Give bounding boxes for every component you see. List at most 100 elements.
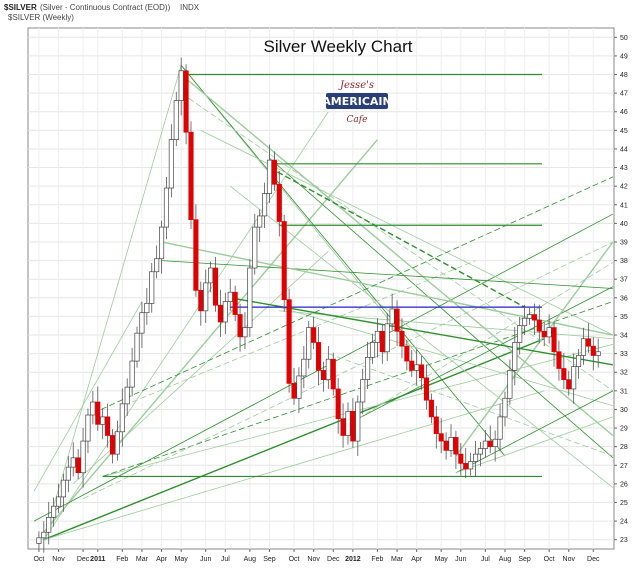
candle-down <box>311 327 317 343</box>
y-tick-label: 24 <box>620 519 628 526</box>
header-exchange: INDX <box>180 3 200 12</box>
candle-up <box>526 314 533 319</box>
candle-down <box>428 399 434 418</box>
x-axis: Oct Nov Dec 2011 Feb Mar Apr May Jun Jul Aug Sep Oct… <box>33 549 600 563</box>
trend-line <box>33 301 143 492</box>
candle-up <box>546 327 552 338</box>
candle-down <box>276 183 282 222</box>
x-tick-label: Aug <box>244 556 257 563</box>
candle-up <box>257 215 263 228</box>
header-legend: $SILVER (Weekly) <box>8 13 74 22</box>
y-tick-label: 25 <box>620 500 628 507</box>
candle-down <box>271 159 277 185</box>
candle-up <box>262 193 268 217</box>
chart-title: Silver Weekly Chart <box>264 37 413 56</box>
candle-up <box>41 531 47 539</box>
candle-up <box>468 461 474 470</box>
candle-up <box>70 457 76 468</box>
y-tick-label: 37 <box>620 277 628 284</box>
x-tick-label: Mar <box>136 556 149 563</box>
x-tick-label: Apr <box>411 556 423 563</box>
candle-down <box>585 338 591 347</box>
y-tick-label: 35 <box>620 314 628 321</box>
candles <box>36 57 601 553</box>
x-tick-label: Jul <box>481 556 490 563</box>
candle-up <box>477 448 483 455</box>
candle-down <box>536 319 542 332</box>
x-tick-label: May <box>435 556 449 563</box>
trend-line <box>357 286 614 420</box>
candle-up <box>114 431 120 455</box>
y-tick-label: 50 <box>620 35 628 42</box>
candle-up <box>119 403 125 433</box>
candle-down <box>438 433 444 442</box>
candle-down <box>183 70 189 133</box>
y-tick-label: 32 <box>620 370 628 377</box>
candle-down <box>458 453 464 464</box>
candle-up <box>472 453 479 462</box>
candle-down <box>320 370 327 381</box>
candle-down <box>394 308 400 332</box>
candle-down <box>286 299 292 384</box>
candle-up <box>360 379 366 403</box>
candle-up <box>355 401 361 442</box>
x-tick-label: Apr <box>156 556 168 563</box>
candle-down <box>237 314 243 338</box>
candle-up <box>144 303 150 314</box>
candle-up <box>571 366 577 390</box>
candle-down <box>443 440 449 451</box>
y-tick-label: 29 <box>620 426 628 433</box>
candle-up <box>36 537 42 544</box>
candle-up <box>168 139 174 189</box>
candle-down <box>399 330 405 347</box>
candle-up <box>365 356 371 381</box>
candle-down <box>217 304 223 323</box>
x-tick-label: Nov <box>307 556 320 563</box>
candle-down <box>453 437 459 455</box>
trend-line <box>180 73 614 437</box>
x-tick-label: Jul <box>221 556 230 563</box>
cafe-logo: Jesse's AMERICAIN Cafe <box>322 80 391 125</box>
candle-down <box>379 330 385 353</box>
y-tick-label: 28 <box>620 444 628 451</box>
candle-up <box>85 414 91 442</box>
candle-down <box>95 401 101 425</box>
candle-up <box>384 323 390 353</box>
y-tick-label: 46 <box>620 109 628 116</box>
candle-down <box>487 440 493 448</box>
candle-up <box>448 437 454 451</box>
candle-down <box>340 418 346 436</box>
candle-up <box>301 358 307 377</box>
trend-line <box>161 260 613 289</box>
y-tick-label: 23 <box>620 537 628 544</box>
candle-up <box>173 100 179 140</box>
y-tick-label: 49 <box>620 53 628 60</box>
candle-up <box>252 226 258 269</box>
candle-up <box>51 505 57 518</box>
trend-line <box>229 185 614 488</box>
candle-down <box>281 221 287 301</box>
candle-up <box>100 416 106 425</box>
y-tick-label: 30 <box>620 407 628 414</box>
trend-line <box>43 338 545 541</box>
candle-up <box>369 342 376 358</box>
x-tick-label: Jun <box>200 556 211 563</box>
x-tick-label: Sep <box>518 556 531 563</box>
x-tick-label: Nov <box>563 556 576 563</box>
candle-up <box>203 282 209 312</box>
x-tick-label: Dec <box>77 556 90 563</box>
candle-down <box>75 457 81 474</box>
candle-up <box>60 479 66 498</box>
y-tick-label: 34 <box>620 333 628 340</box>
trend-line <box>200 129 614 336</box>
y-tick-label: 31 <box>620 388 628 395</box>
candle-up <box>507 370 513 399</box>
x-tick-label: Feb <box>371 556 383 563</box>
candle-up <box>227 291 233 302</box>
candle-up <box>149 271 155 304</box>
candle-down <box>541 330 547 338</box>
logo-line2: AMERICAIN <box>322 95 391 108</box>
candle-up <box>80 440 86 474</box>
candle-up <box>65 466 71 481</box>
trend-line <box>269 166 525 308</box>
